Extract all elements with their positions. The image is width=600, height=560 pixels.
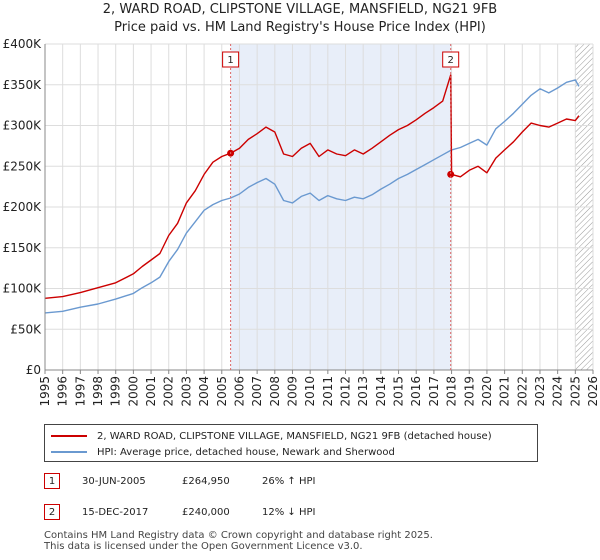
x-tick-label: 2006 xyxy=(232,376,246,407)
x-tick-label: 2021 xyxy=(498,376,512,407)
transaction-price: £264,950 xyxy=(182,475,230,487)
x-tick-label: 2007 xyxy=(250,376,264,407)
y-tick-label: £100K xyxy=(3,282,43,296)
annotation-box-1 xyxy=(222,51,240,68)
chart-legend: 2, WARD ROAD, CLIPSTONE VILLAGE, MANSFIE… xyxy=(44,424,538,462)
transaction-hpi: 26% ↑ HPI xyxy=(262,475,316,487)
legend-label-property: 2, WARD ROAD, CLIPSTONE VILLAGE, MANSFIE… xyxy=(97,430,492,442)
x-tick-label: 2001 xyxy=(144,376,158,407)
x-tick-label: 2009 xyxy=(285,376,299,407)
legend-item-property: 2, WARD ROAD, CLIPSTONE VILLAGE, MANSFIE… xyxy=(51,429,492,443)
x-tick-label: 2022 xyxy=(515,376,529,407)
x-tick-label: 1997 xyxy=(73,376,87,407)
chart-subtitle: Price paid vs. HM Land Registry's House … xyxy=(114,20,486,35)
x-tick-label: 2003 xyxy=(179,376,193,407)
x-tick-label: 2016 xyxy=(409,376,423,407)
x-tick-label: 2002 xyxy=(162,376,176,407)
x-tick-label: 2013 xyxy=(356,376,370,407)
transaction-marker: 1 xyxy=(44,473,60,489)
x-tick-label: 2026 xyxy=(586,376,600,407)
transaction-date: 30-JUN-2005 xyxy=(82,475,146,487)
annotation-box-2 xyxy=(442,51,460,68)
x-tick-label: 2025 xyxy=(568,376,582,407)
price-chart: £0 £50K £100K £150K £200K £250K £300K £350K £400… xyxy=(3,37,600,407)
transaction-price: £240,000 xyxy=(182,506,230,518)
x-tick-label: 2018 xyxy=(445,376,459,407)
footer: Contains HM Land Registry data © Crown c… xyxy=(44,530,433,552)
y-tick-label: £200K xyxy=(3,200,43,214)
y-tick-label: £0 xyxy=(26,363,41,377)
y-tick-label: £400K xyxy=(3,37,43,51)
y-tick-label: £250K xyxy=(3,159,43,173)
x-tick-label: 2010 xyxy=(303,376,317,407)
y-tick-label: £350K xyxy=(3,78,43,92)
x-tick-label: 2000 xyxy=(126,376,140,407)
annotation-label-1: 1 xyxy=(227,55,233,66)
x-tick-label: 2023 xyxy=(533,376,547,407)
x-tick-label: 1999 xyxy=(109,376,123,407)
x-tick-label: 2020 xyxy=(480,376,494,407)
series-line-hpi xyxy=(44,79,580,314)
y-tick-label: £150K xyxy=(3,241,43,255)
x-tick-label: 2011 xyxy=(321,376,335,407)
sale-point-2 xyxy=(447,170,455,178)
y-tick-label: £300K xyxy=(3,119,43,133)
legend-swatch-property xyxy=(51,435,87,437)
legend-swatch-hpi xyxy=(51,451,87,453)
x-tick-label: 2015 xyxy=(392,376,406,407)
x-tick-label: 1998 xyxy=(91,376,105,407)
chart-title: 2, WARD ROAD, CLIPSTONE VILLAGE, MANSFIE… xyxy=(102,2,498,17)
transaction-date: 15-DEC-2017 xyxy=(82,506,149,518)
footer-copyright: Contains HM Land Registry data © Crown c… xyxy=(44,530,433,541)
x-tick-label: 2014 xyxy=(374,376,388,407)
x-tick-label: 2024 xyxy=(551,376,565,407)
annotation-label-2: 2 xyxy=(448,55,454,66)
x-tick-label: 1995 xyxy=(38,376,52,407)
legend-label-hpi: HPI: Average price, detached house, Newa… xyxy=(97,446,395,458)
series-line-property xyxy=(44,74,580,299)
x-tick-label: 2012 xyxy=(339,376,353,407)
x-tick-label: 2008 xyxy=(268,376,282,407)
x-tick-label: 1996 xyxy=(56,376,70,407)
x-tick-label: 2005 xyxy=(215,376,229,407)
x-tick-label: 2004 xyxy=(197,376,211,407)
transaction-row-1: 1 30-JUN-2005 £264,950 26% ↑ HPI xyxy=(44,472,315,490)
legend-item-hpi: HPI: Average price, detached house, Newa… xyxy=(51,445,395,459)
x-tick-label: 2017 xyxy=(427,376,441,407)
x-tick-label: 2019 xyxy=(462,376,476,407)
transaction-marker: 2 xyxy=(44,504,60,520)
footer-licence: This data is licensed under the Open Gov… xyxy=(44,541,363,552)
y-tick-label: £50K xyxy=(10,322,42,336)
transaction-hpi: 12% ↓ HPI xyxy=(262,506,316,518)
transaction-row-2: 2 15-DEC-2017 £240,000 12% ↓ HPI xyxy=(44,503,315,521)
